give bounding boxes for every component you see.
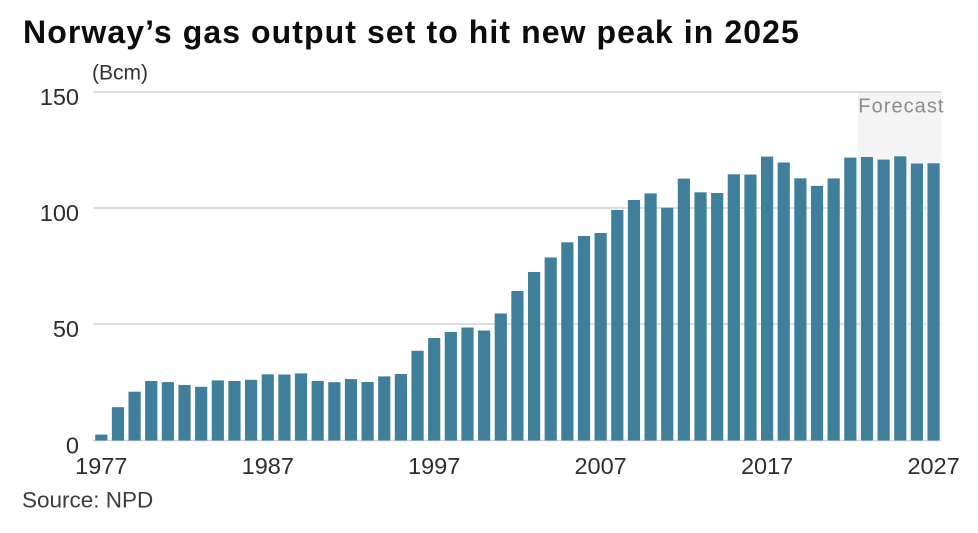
svg-text:1977: 1977 <box>75 453 127 479</box>
svg-text:100: 100 <box>40 200 79 226</box>
svg-text:2007: 2007 <box>574 453 626 479</box>
svg-text:Forecast: Forecast <box>858 96 944 118</box>
svg-text:Source: NPD: Source: NPD <box>22 488 153 513</box>
svg-text:1987: 1987 <box>242 453 294 479</box>
svg-text:Norway’s gas output set to hit: Norway’s gas output set to hit new peak … <box>23 14 800 50</box>
svg-text:(Bcm): (Bcm) <box>92 62 148 85</box>
svg-text:1997: 1997 <box>408 453 460 479</box>
svg-text:150: 150 <box>40 84 79 110</box>
svg-text:2027: 2027 <box>907 453 959 479</box>
svg-text:2017: 2017 <box>741 453 793 479</box>
svg-text:50: 50 <box>53 316 79 342</box>
svg-text:0: 0 <box>66 433 79 459</box>
